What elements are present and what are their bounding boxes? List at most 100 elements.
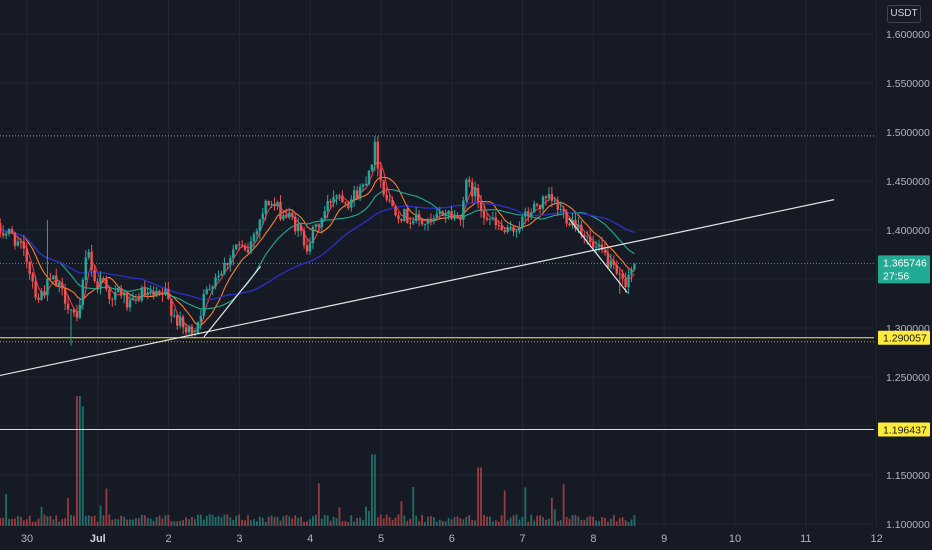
volume-bar xyxy=(229,517,232,526)
volume-bar xyxy=(37,518,40,526)
volume-bar xyxy=(586,517,589,526)
candle-body xyxy=(4,233,8,236)
volume-bar xyxy=(456,516,459,526)
volume-bar xyxy=(376,517,379,526)
currency-label[interactable]: USDT xyxy=(887,5,921,23)
candle-body xyxy=(633,263,636,270)
candle-body xyxy=(535,203,539,206)
volume-bar xyxy=(450,519,453,526)
candle-body xyxy=(353,190,356,200)
candle-body xyxy=(176,315,179,326)
candle-body xyxy=(482,210,486,218)
x-tick-label: 2 xyxy=(166,533,172,545)
volume-bar xyxy=(64,518,67,526)
volume-bar xyxy=(179,520,182,526)
volume-bar xyxy=(22,520,25,526)
volume-bar xyxy=(432,517,435,526)
volume-bar xyxy=(185,517,187,526)
volume-bar xyxy=(371,454,373,526)
trendlines[interactable] xyxy=(0,199,835,377)
volume-bar xyxy=(359,517,362,526)
volume-bar xyxy=(388,517,391,526)
candle-body xyxy=(267,200,270,206)
candle-body xyxy=(494,217,498,226)
level-price-label: 1.196437 xyxy=(883,424,927,436)
candle-body xyxy=(161,292,164,295)
volume-bar xyxy=(87,515,90,526)
volume-bar xyxy=(155,517,158,526)
volume-bar xyxy=(489,516,491,526)
candle-body xyxy=(618,273,621,275)
volume-bar xyxy=(167,514,170,526)
candle-body xyxy=(320,218,323,227)
candle-body xyxy=(370,164,374,171)
volume-bar xyxy=(512,515,515,526)
x-tick-label: 9 xyxy=(661,533,667,545)
volume-bar xyxy=(627,521,630,526)
candle-body xyxy=(49,278,52,280)
candle-body xyxy=(367,170,371,185)
y-tick-label: 1.100000 xyxy=(886,519,930,531)
candle-body xyxy=(40,291,43,300)
volume-bar xyxy=(320,518,323,526)
candle-body xyxy=(72,309,76,313)
candle-body xyxy=(600,244,604,251)
volume-bar xyxy=(235,515,238,526)
volume-bar xyxy=(323,514,326,526)
candle-body xyxy=(291,212,294,217)
time-axis[interactable]: 30 Jul 2 3 4 5 6 7 8 9 10 11 12 xyxy=(21,533,883,545)
candle-body xyxy=(78,305,82,318)
candle-body xyxy=(34,281,37,298)
horizontal-levels[interactable] xyxy=(0,135,874,430)
candle-body xyxy=(527,211,530,217)
candle-body xyxy=(506,227,509,233)
candle-body xyxy=(453,216,456,219)
candle-body xyxy=(488,218,492,220)
volume-bar xyxy=(202,519,205,526)
candle-body xyxy=(403,208,406,222)
volume-bar xyxy=(577,516,580,526)
candle-body xyxy=(409,222,412,224)
volume-bar xyxy=(34,521,37,526)
candle-body xyxy=(164,288,167,295)
volume-bar xyxy=(548,518,550,526)
volume-bar xyxy=(565,516,568,526)
candle-body xyxy=(46,278,49,296)
volume-bar xyxy=(341,521,344,526)
volume-bar xyxy=(412,487,415,526)
volume-bar xyxy=(140,514,143,526)
candle-body xyxy=(140,287,144,301)
candle-body xyxy=(465,179,468,201)
volume-bar xyxy=(14,518,16,526)
candle-body xyxy=(515,231,518,233)
volume-bars xyxy=(0,396,636,526)
volume-bar xyxy=(474,520,477,526)
volume-bar xyxy=(542,517,544,526)
volume-bar xyxy=(480,467,482,526)
candle-body xyxy=(223,263,226,274)
volume-bar xyxy=(135,518,137,526)
candle-body xyxy=(338,195,341,197)
candle-body xyxy=(13,232,17,246)
volume-bar xyxy=(356,517,359,526)
volume-bar xyxy=(503,490,506,526)
y-tick-label: 1.550000 xyxy=(886,78,930,90)
candle-body xyxy=(282,215,285,220)
volume-bar xyxy=(300,516,303,526)
moving-average-line xyxy=(0,160,635,333)
volume-bar xyxy=(102,515,105,526)
candle-body xyxy=(276,201,279,207)
candle-body xyxy=(211,286,214,289)
candle-body xyxy=(111,299,114,301)
candle-body xyxy=(350,199,353,208)
candle-body xyxy=(447,210,450,214)
volume-bar xyxy=(247,515,249,526)
y-tick-label: 1.250000 xyxy=(886,372,930,384)
volume-bar xyxy=(344,520,347,526)
candle-body xyxy=(553,200,557,202)
volume-bar xyxy=(261,517,264,526)
candle-body xyxy=(264,200,267,214)
candle-body xyxy=(541,196,545,209)
candle-body xyxy=(462,200,465,220)
